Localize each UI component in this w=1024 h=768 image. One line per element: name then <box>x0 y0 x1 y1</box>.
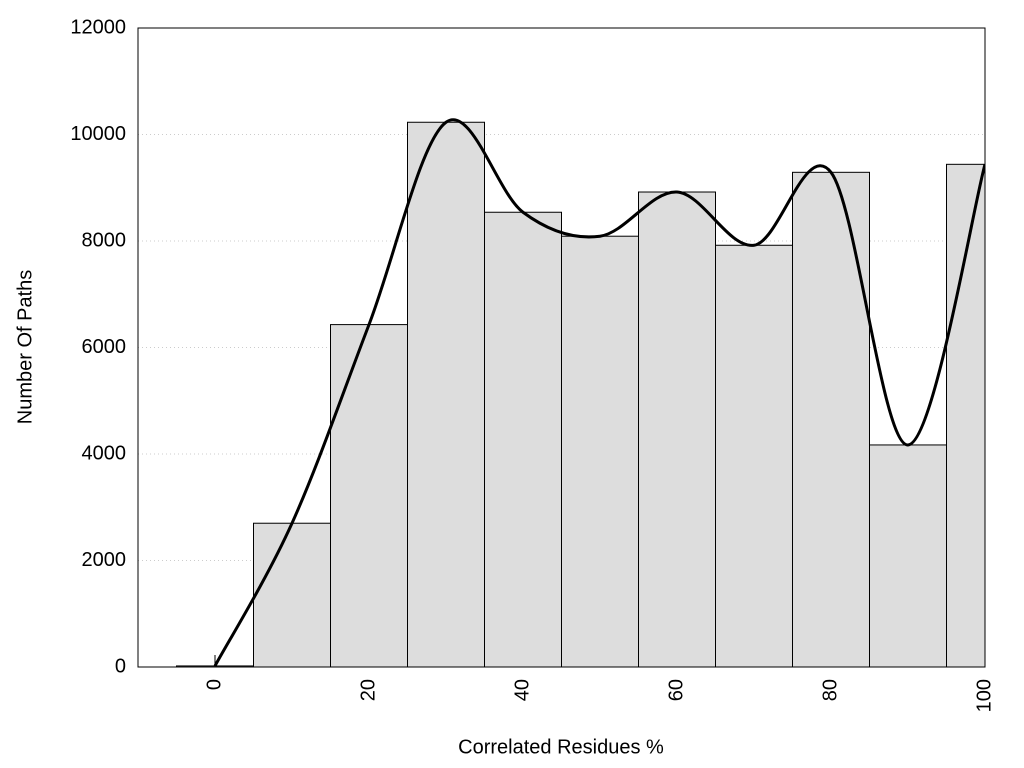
y-tick-label: 12000 <box>70 16 126 38</box>
curve <box>213 118 985 667</box>
x-tick-label: 80 <box>819 679 841 701</box>
y-tick-label: 10000 <box>70 123 126 145</box>
x-axis-label: Correlated Residues % <box>458 736 664 758</box>
y-tick-label: 8000 <box>82 229 127 251</box>
y-tick-label: 2000 <box>82 549 127 571</box>
x-tick-label: 60 <box>665 679 687 701</box>
bar <box>638 191 716 667</box>
bar <box>792 171 870 667</box>
bar <box>330 324 408 667</box>
y-tick-label: 4000 <box>82 442 127 464</box>
x-tick-label: 100 <box>973 679 995 712</box>
bar <box>484 211 562 667</box>
bar <box>561 235 639 667</box>
bar <box>869 444 947 667</box>
y-tick-label: 6000 <box>82 336 127 358</box>
bar <box>715 244 793 667</box>
y-axis-label: Number Of Paths <box>14 270 36 425</box>
x-tick-label: 40 <box>511 679 533 701</box>
plot-frame <box>137 27 986 668</box>
bar <box>407 121 485 667</box>
bar <box>253 522 331 667</box>
plot <box>176 118 985 667</box>
y-tick-label: 0 <box>115 655 126 677</box>
x-tick-label: 0 <box>203 679 225 690</box>
x-tick-label: 20 <box>357 679 379 701</box>
